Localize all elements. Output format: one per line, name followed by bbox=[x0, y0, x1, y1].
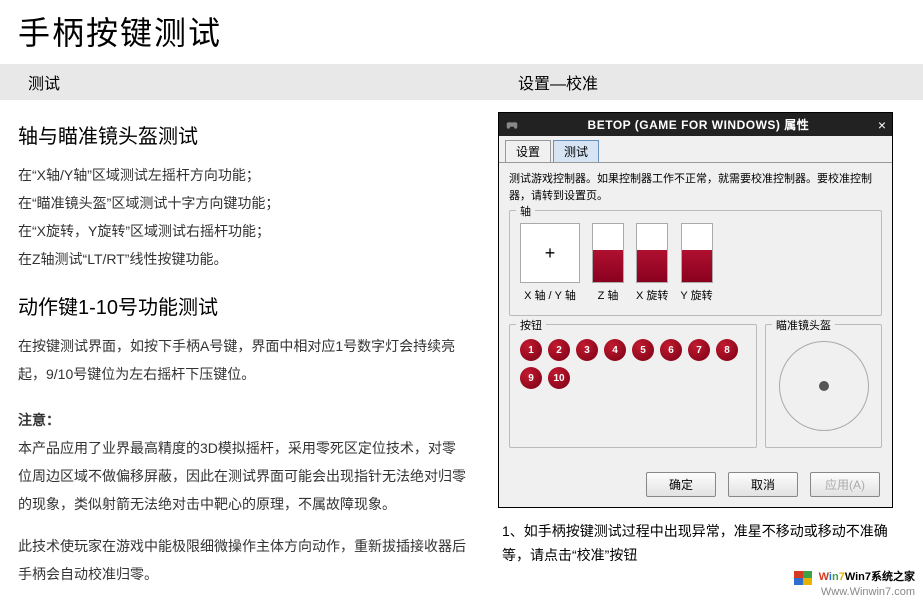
action-button-2: 2 bbox=[548, 339, 570, 361]
properties-dialog: BETOP (GAME FOR WINDOWS) 属性 × 设置 测试 测试游戏… bbox=[498, 112, 893, 508]
xy-axis-box: + bbox=[520, 223, 580, 283]
dialog-description: 测试游戏控制器。如果控制器工作不正常，就需要校准控制器。要校准控制器，请转到设置… bbox=[509, 171, 882, 204]
watermark: Win7Win7系统之家 Www.Winwin7.com bbox=[794, 570, 915, 599]
axis-group: 轴 + X 轴 / Y 轴 Z 轴 bbox=[509, 210, 882, 316]
y-rotation-bar bbox=[681, 223, 713, 283]
scope-dot bbox=[819, 381, 829, 391]
section1-line1: 在“X轴/Y轴”区域测试左摇杆方向功能； bbox=[18, 161, 468, 189]
buttons-group: 按钮 12345678910 bbox=[509, 324, 757, 448]
scope-group-label: 瞄准镜头盔 bbox=[772, 317, 835, 333]
note-label: 注意： bbox=[18, 406, 468, 434]
cancel-button[interactable]: 取消 bbox=[728, 472, 798, 497]
dialog-titlebar[interactable]: BETOP (GAME FOR WINDOWS) 属性 × bbox=[499, 113, 892, 136]
z-axis-fill bbox=[593, 250, 623, 282]
action-button-3: 3 bbox=[576, 339, 598, 361]
note-body-2: 此技术使玩家在游戏中能极限细微操作主体方向动作，重新拔插接收器后手柄会自动校准归… bbox=[18, 532, 468, 588]
section1-title: 轴与瞄准镜头盔测试 bbox=[18, 120, 468, 149]
tab-test[interactable]: 测试 bbox=[553, 140, 599, 162]
x-rotation-label: X 旋转 bbox=[636, 287, 668, 303]
action-button-7: 7 bbox=[688, 339, 710, 361]
action-button-10: 10 bbox=[548, 367, 570, 389]
apply-button[interactable]: 应用(A) bbox=[810, 472, 880, 497]
header-right: 设置—校准 bbox=[490, 64, 923, 100]
action-button-9: 9 bbox=[520, 367, 542, 389]
buttons-group-label: 按钮 bbox=[516, 317, 546, 333]
scope-group: 瞄准镜头盔 bbox=[765, 324, 882, 448]
section1-line2: 在“瞄准镜头盔”区域测试十字方向键功能； bbox=[18, 189, 468, 217]
action-button-1: 1 bbox=[520, 339, 542, 361]
x-rotation-bar bbox=[636, 223, 668, 283]
close-icon[interactable]: × bbox=[878, 119, 886, 131]
step-1-text: 1、如手柄按键测试过程中出现异常，准星不移动或移动不准确等，请点击“校准”按钮 bbox=[498, 520, 905, 568]
note-body: 本产品应用了业界最高精度的3D模拟摇杆，采用零死区定位技术，对零位周边区域不做偏… bbox=[18, 434, 468, 518]
axis-group-label: 轴 bbox=[516, 203, 535, 219]
windows-flag-icon bbox=[794, 571, 812, 585]
section1-line4: 在Z轴测试“LT/RT”线性按键功能。 bbox=[18, 245, 468, 273]
ok-button[interactable]: 确定 bbox=[646, 472, 716, 497]
tab-settings[interactable]: 设置 bbox=[505, 140, 551, 162]
app-icon bbox=[505, 118, 519, 132]
section2-body: 在按键测试界面，如按下手柄A号键，界面中相对应1号数字灯会持续亮起，9/10号键… bbox=[18, 332, 468, 388]
action-button-8: 8 bbox=[716, 339, 738, 361]
section1-line3: 在“X旋转，Y旋转”区域测试右摇杆功能； bbox=[18, 217, 468, 245]
dialog-title: BETOP (GAME FOR WINDOWS) 属性 bbox=[519, 116, 878, 133]
section-header-bar: 测试 设置—校准 bbox=[0, 64, 923, 100]
left-column: 轴与瞄准镜头盔测试 在“X轴/Y轴”区域测试左摇杆方向功能； 在“瞄准镜头盔”区… bbox=[18, 112, 468, 588]
tab-bar: 设置 测试 bbox=[499, 136, 892, 163]
page-title: 手柄按键测试 bbox=[0, 0, 923, 64]
action-button-4: 4 bbox=[604, 339, 626, 361]
action-button-6: 6 bbox=[660, 339, 682, 361]
watermark-url: Www.Winwin7.com bbox=[794, 585, 915, 599]
y-rotation-label: Y 旋转 bbox=[680, 287, 712, 303]
section2-title: 动作键1-10号功能测试 bbox=[18, 291, 468, 320]
xy-axis-label: X 轴 / Y 轴 bbox=[524, 287, 576, 303]
header-left: 测试 bbox=[0, 64, 490, 100]
right-column: BETOP (GAME FOR WINDOWS) 属性 × 设置 测试 测试游戏… bbox=[498, 112, 905, 588]
scope-circle bbox=[779, 341, 869, 431]
x-rotation-fill bbox=[637, 250, 667, 282]
action-button-5: 5 bbox=[632, 339, 654, 361]
watermark-brand: Win7系统之家 bbox=[845, 571, 915, 583]
z-axis-bar bbox=[592, 223, 624, 283]
z-axis-label: Z 轴 bbox=[598, 287, 619, 303]
y-rotation-fill bbox=[682, 250, 712, 282]
